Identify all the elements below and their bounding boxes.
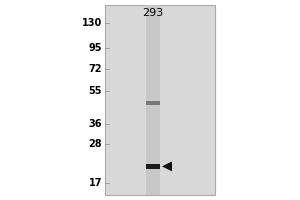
Polygon shape: [162, 161, 172, 171]
Text: 36: 36: [88, 119, 102, 129]
Bar: [105, 5, 215, 195]
Text: 72: 72: [88, 64, 102, 74]
Bar: [146, 5, 160, 195]
Text: 28: 28: [88, 139, 102, 149]
Text: 95: 95: [88, 43, 102, 53]
Bar: [146, 101, 160, 105]
Text: 293: 293: [142, 8, 164, 18]
Bar: [146, 164, 160, 169]
Text: 55: 55: [88, 86, 102, 96]
Text: 17: 17: [88, 178, 102, 188]
Text: 130: 130: [82, 18, 102, 28]
